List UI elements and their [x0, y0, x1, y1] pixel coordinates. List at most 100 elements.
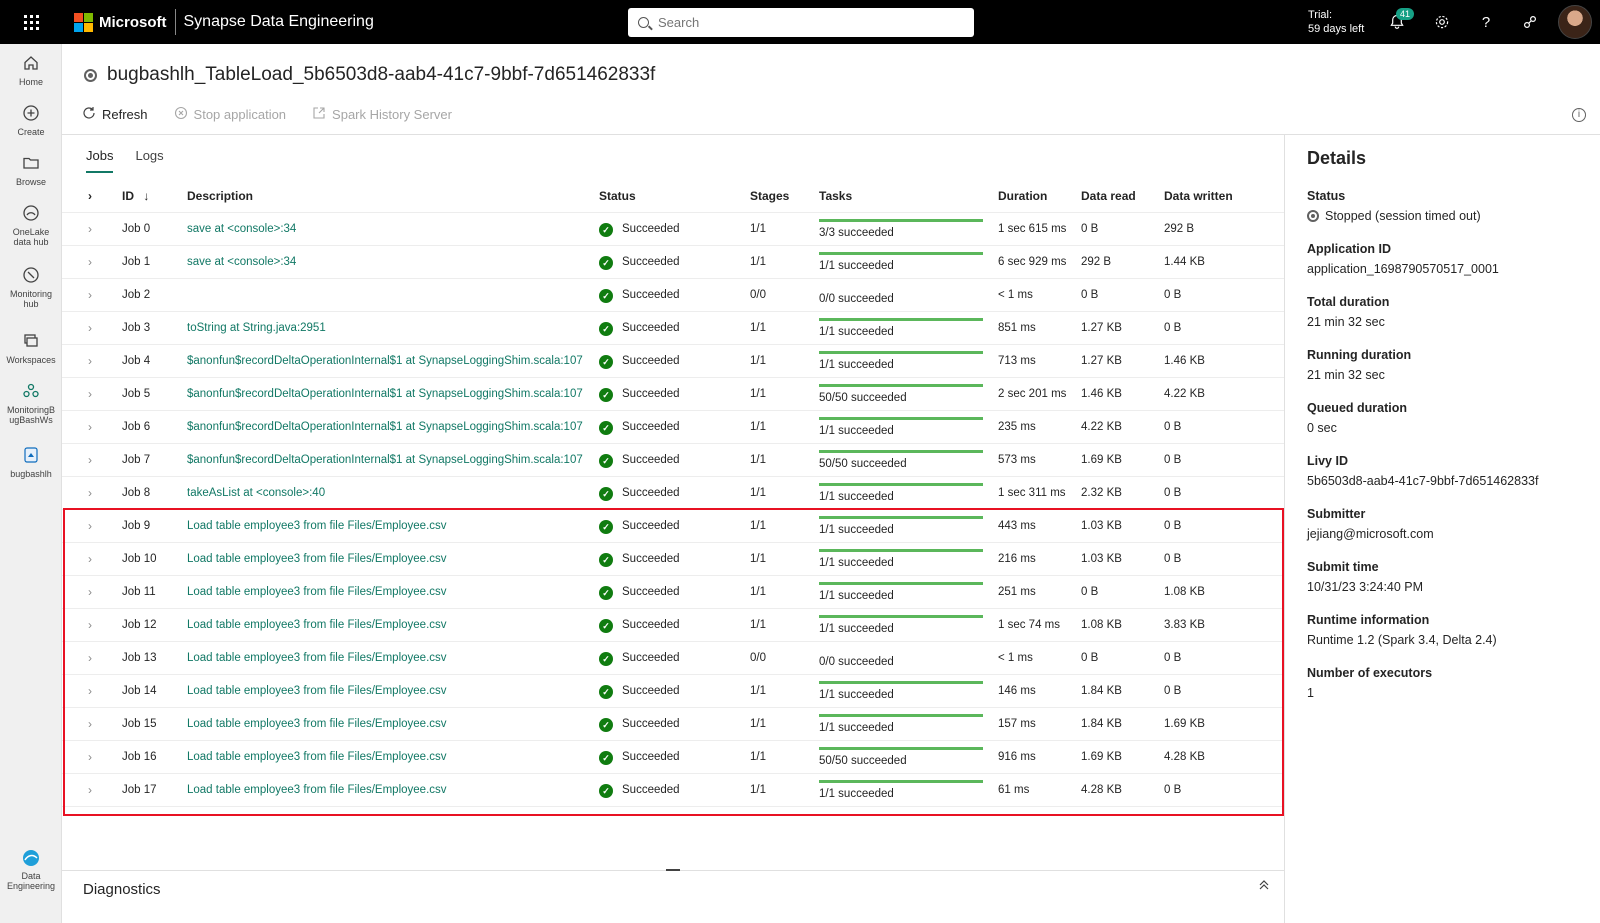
expand-chevron-icon[interactable]: › — [88, 519, 92, 533]
expand-chevron-icon[interactable]: › — [88, 222, 92, 236]
nav-item-bugbashlh[interactable]: bugbashlh — [0, 446, 62, 479]
table-row[interactable]: › Job 0 save at <console>:34 ✓ Succeeded 1/1 3… — [62, 213, 1284, 246]
expand-all-chevron-icon[interactable]: › — [88, 189, 92, 203]
table-row[interactable]: › Job 15 Load table employee3 from file Fi… — [62, 708, 1284, 741]
expand-chevron-icon[interactable]: › — [88, 783, 92, 797]
app-launcher-button[interactable] — [0, 0, 62, 44]
header-id[interactable]: ID ↓ — [122, 189, 150, 203]
job-tasks: 1/1 succeeded — [819, 576, 983, 609]
nav-item-monitoringbugbashws[interactable]: MonitoringB ugBashWs — [0, 382, 62, 425]
nav-item-monitoring[interactable]: Monitoring hub — [0, 266, 62, 309]
stopped-status-icon — [1307, 210, 1319, 222]
product-name[interactable]: Synapse Data Engineering — [183, 13, 374, 30]
avatar[interactable] — [1558, 5, 1592, 39]
job-description-link[interactable]: $anonfun$recordDeltaOperationInternal$1 … — [187, 421, 583, 433]
brand-name: Microsoft — [99, 13, 167, 31]
table-row[interactable]: › Job 14 Load table employee3 from file Fi… — [62, 675, 1284, 708]
search-input[interactable] — [658, 15, 958, 30]
expand-chevron-icon[interactable]: › — [88, 717, 92, 731]
expand-chevron-icon[interactable]: › — [88, 684, 92, 698]
page-title: bugbashlh_TableLoad_5b6503d8-aab4-41c7-9… — [107, 64, 656, 85]
search-box[interactable] — [628, 8, 974, 37]
job-description-link[interactable]: save at <console>:34 — [187, 223, 297, 235]
table-row[interactable]: › Job 7 $anonfun$recordDeltaOperationInter… — [62, 444, 1284, 477]
job-description-link[interactable]: toString at String.java:2951 — [187, 322, 326, 334]
share-icon[interactable] — [1520, 12, 1540, 32]
stop-application-button[interactable]: Stop application — [174, 106, 286, 123]
tab-logs[interactable]: Logs — [135, 148, 164, 163]
job-tasks: 0/0 succeeded — [819, 293, 894, 305]
table-row[interactable]: › Job 9 Load table employee3 from file Fil… — [62, 510, 1284, 543]
expand-chevron-icon[interactable]: › — [88, 453, 92, 467]
table-row[interactable]: › Job 17 Load table employee3 from file Fi… — [62, 774, 1284, 807]
info-icon[interactable]: i — [1572, 108, 1586, 122]
details-application-id: Application ID application_1698790570517… — [1307, 242, 1499, 276]
table-row[interactable]: › Job 3 toString at String.java:2951 ✓ Succe… — [62, 312, 1284, 345]
job-description-link[interactable]: $anonfun$recordDeltaOperationInternal$1 … — [187, 454, 583, 466]
job-data-written: 1.08 KB — [1164, 586, 1205, 598]
job-stages: 1/1 — [750, 388, 766, 400]
table-row[interactable]: › Job 2 ✓ Succeeded 0/0 0/0 succeeded < 1 ms 0 … — [62, 279, 1284, 312]
workspace-item-icon — [21, 382, 41, 402]
toolbar-divider — [62, 134, 1600, 135]
job-description-link[interactable]: save at <console>:34 — [187, 256, 297, 268]
job-description-link[interactable]: $anonfun$recordDeltaOperationInternal$1 … — [187, 388, 583, 400]
details-queued-duration: Queued duration 0 sec — [1307, 401, 1407, 435]
job-description-link[interactable]: takeAsList at <console>:40 — [187, 487, 326, 499]
help-icon[interactable]: ? — [1481, 13, 1491, 31]
job-description-link[interactable]: Load table employee3 from file Files/Emp… — [187, 652, 447, 664]
nav-item-data-engineering[interactable]: Data Engineering — [0, 848, 62, 891]
table-row[interactable]: › Job 8 takeAsList at <console>:40 ✓ Succeed… — [62, 477, 1284, 510]
tasks-progress-bar — [819, 318, 983, 321]
expand-chevron-icon[interactable]: › — [88, 288, 92, 302]
expand-chevron-icon[interactable]: › — [88, 420, 92, 434]
expand-chevron-icon[interactable]: › — [88, 354, 92, 368]
job-description-link[interactable]: Load table employee3 from file Files/Emp… — [187, 751, 447, 763]
table-row[interactable]: › Job 11 Load table employee3 from file Fi… — [62, 576, 1284, 609]
table-row[interactable]: › Job 6 $anonfun$recordDeltaOperationInter… — [62, 411, 1284, 444]
check-circle-icon: ✓ — [599, 420, 613, 435]
expand-chevron-icon[interactable]: › — [88, 486, 92, 500]
expand-chevron-icon[interactable]: › — [88, 321, 92, 335]
nav-item-onelake[interactable]: OneLake data hub — [0, 204, 62, 247]
expand-chevron-icon[interactable]: › — [88, 552, 92, 566]
job-data-written: 0 B — [1164, 520, 1182, 532]
expand-chevron-icon[interactable]: › — [88, 750, 92, 764]
job-description-link[interactable]: Load table employee3 from file Files/Emp… — [187, 520, 447, 532]
job-description-link[interactable] — [187, 279, 592, 312]
job-description-link[interactable]: Load table employee3 from file Files/Emp… — [187, 685, 447, 697]
nav-item-workspaces[interactable]: Workspaces — [0, 332, 62, 365]
expand-chevron-icon[interactable]: › — [88, 255, 92, 269]
expand-chevron-icon[interactable]: › — [88, 651, 92, 665]
job-description-link[interactable]: $anonfun$recordDeltaOperationInternal$1 … — [187, 355, 583, 367]
expand-chevron-icon[interactable]: › — [88, 618, 92, 632]
tasks-progress-bar — [819, 483, 983, 486]
tab-jobs[interactable]: Jobs — [86, 148, 114, 173]
table-row[interactable]: › Job 4 $anonfun$recordDeltaOperationInter… — [62, 345, 1284, 378]
expand-chevron-icon[interactable]: › — [88, 387, 92, 401]
job-description-link[interactable]: Load table employee3 from file Files/Emp… — [187, 718, 447, 730]
table-row[interactable]: › Job 13 Load table employee3 from file Fi… — [62, 642, 1284, 675]
chevron-up-icon[interactable] — [1257, 878, 1271, 895]
table-row[interactable]: › Job 16 Load table employee3 from file Fi… — [62, 741, 1284, 774]
nav-item-browse[interactable]: Browse — [0, 154, 62, 187]
job-status: ✓ Succeeded — [599, 675, 680, 708]
expand-chevron-icon[interactable]: › — [88, 585, 92, 599]
resize-handle[interactable] — [666, 869, 680, 871]
job-duration: 573 ms — [998, 454, 1036, 466]
job-description-link[interactable]: Load table employee3 from file Files/Emp… — [187, 553, 447, 565]
job-description-link[interactable]: Load table employee3 from file Files/Emp… — [187, 619, 447, 631]
job-description-link[interactable]: Load table employee3 from file Files/Emp… — [187, 784, 447, 796]
nav-item-create[interactable]: Create — [0, 104, 62, 137]
job-description-link[interactable]: Load table employee3 from file Files/Emp… — [187, 586, 447, 598]
refresh-button[interactable]: Refresh — [82, 106, 148, 123]
tasks-progress-bar — [819, 351, 983, 354]
table-row[interactable]: › Job 10 Load table employee3 from file Fi… — [62, 543, 1284, 576]
table-row[interactable]: › Job 5 $anonfun$recordDeltaOperationInter… — [62, 378, 1284, 411]
nav-item-home[interactable]: Home — [0, 54, 62, 87]
job-data-read: 0 B — [1081, 289, 1099, 301]
spark-history-server-button[interactable]: Spark History Server — [312, 106, 452, 123]
table-row[interactable]: › Job 12 Load table employee3 from file Fi… — [62, 609, 1284, 642]
gear-icon[interactable] — [1432, 12, 1452, 32]
table-row[interactable]: › Job 1 save at <console>:34 ✓ Succeeded 1/1 1… — [62, 246, 1284, 279]
